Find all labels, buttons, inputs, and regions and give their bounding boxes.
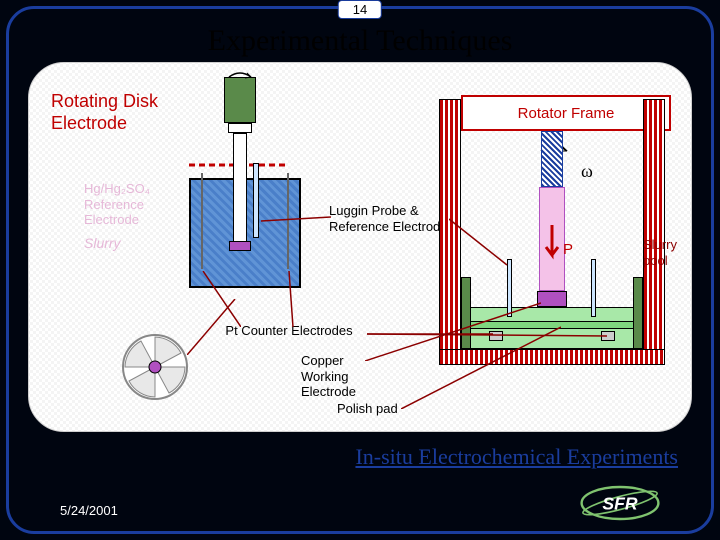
label-luggin: Luggin Probe & Reference Electrode	[329, 203, 448, 234]
diagram-panel: Rotating Disk Electrode Slurry Hg/Hg₂SO₄…	[28, 62, 692, 432]
pool-wall-r	[633, 277, 643, 349]
p-arrow	[542, 223, 562, 265]
rotator-frame-box: Rotator Frame	[461, 95, 671, 131]
rde-luggin-probe	[253, 163, 259, 238]
spindle-hatch	[541, 131, 563, 187]
label-slurry-pool: Slurry pool	[643, 237, 677, 268]
frame-post-right	[643, 99, 665, 353]
rde-rotor-collar	[228, 123, 252, 133]
label-polish-pad: Polish pad	[337, 401, 398, 417]
copper-electrode	[537, 291, 567, 307]
leader-disk-icon	[187, 299, 243, 355]
rde-disk	[229, 241, 251, 251]
footer-link: In-situ Electrochemical Experiments	[355, 444, 678, 470]
label-slurry-faded: Slurry	[84, 235, 121, 252]
sfr-logo: SFR	[580, 485, 660, 526]
slide-date: 5/24/2001	[60, 503, 118, 518]
label-rde: Rotating Disk Electrode	[51, 91, 158, 134]
label-rotator-frame: Rotator Frame	[518, 105, 615, 122]
label-copper-work: Copper Working Electrode	[301, 353, 356, 400]
leader-luggin-left	[261, 215, 331, 227]
svg-text:SFR: SFR	[602, 493, 637, 513]
leader-pt-r	[287, 271, 317, 327]
label-ref-faded: Hg/Hg₂SO₄ Reference Electrode	[84, 181, 150, 228]
rde-rotor-head	[224, 77, 256, 123]
label-p: P	[563, 241, 573, 259]
disk-icon	[119, 331, 191, 403]
page-number: 14	[338, 0, 382, 19]
label-omega: ω	[581, 161, 593, 183]
rde-pt-left	[201, 173, 203, 269]
rde-shaft	[233, 133, 247, 243]
leader-pt-right2	[367, 331, 607, 339]
omega-arrow-left	[227, 69, 253, 83]
rig-luggin2	[591, 259, 596, 317]
slide-title: Experimental Techniques	[0, 24, 720, 58]
leader-luggin-right	[449, 217, 509, 267]
